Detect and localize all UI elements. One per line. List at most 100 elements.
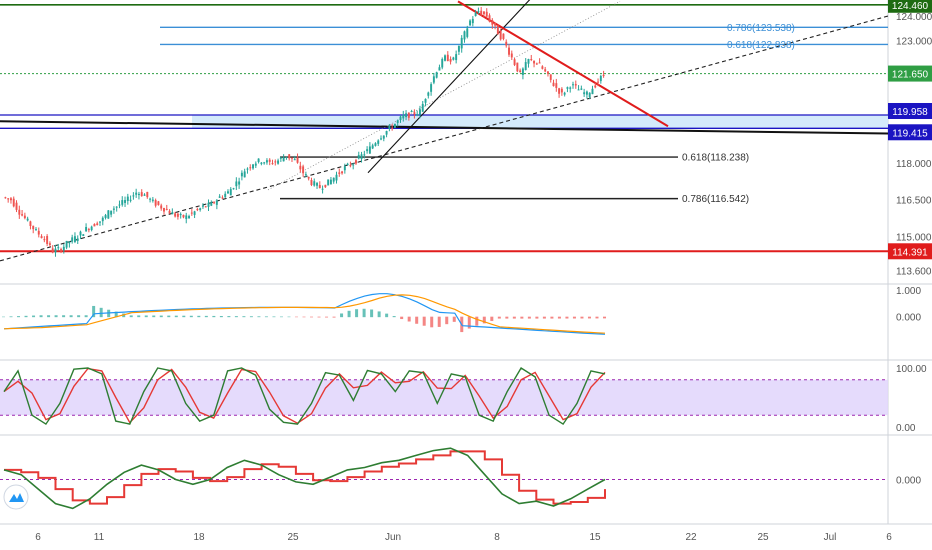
candle-body bbox=[107, 210, 110, 219]
macd-pane[interactable]: 1.000 0.000 bbox=[2, 286, 921, 335]
macd-histogram-bar bbox=[452, 316, 456, 322]
candle bbox=[552, 79, 555, 87]
candle-body bbox=[388, 125, 391, 130]
candle-body bbox=[79, 231, 82, 236]
candle-body bbox=[93, 223, 96, 227]
candle-body bbox=[352, 164, 355, 166]
macd-histogram-bar bbox=[595, 316, 599, 319]
candle bbox=[221, 195, 224, 200]
candle-body bbox=[316, 183, 318, 186]
candle-body bbox=[29, 221, 32, 226]
osc-signal-line bbox=[4, 450, 606, 505]
candle bbox=[115, 206, 118, 212]
candle bbox=[519, 68, 522, 73]
candle bbox=[207, 199, 210, 212]
candle-body bbox=[446, 54, 449, 62]
time-axis[interactable]: 6 11 18 25 Jun 8 15 22 25 Jul 6 bbox=[35, 532, 892, 543]
macd-histogram-bar bbox=[580, 316, 584, 319]
candle-body bbox=[271, 163, 274, 165]
candle-body bbox=[302, 166, 305, 174]
time-tick-label: 15 bbox=[589, 532, 601, 543]
candle bbox=[282, 154, 285, 162]
candle-body bbox=[449, 58, 452, 62]
candle bbox=[73, 232, 76, 244]
candle-body bbox=[380, 138, 382, 140]
candle bbox=[90, 225, 93, 232]
candle bbox=[185, 212, 188, 224]
candle bbox=[249, 164, 252, 171]
stoch-tick-label: 0.00 bbox=[896, 423, 916, 434]
candle-body bbox=[118, 204, 121, 206]
candle-body bbox=[343, 166, 346, 171]
candle-body bbox=[588, 92, 591, 98]
candle bbox=[410, 109, 413, 113]
stochastic-pane[interactable]: 100.00 0.00 bbox=[0, 364, 927, 434]
oscillator-pane[interactable]: 0.000 bbox=[0, 447, 921, 510]
candle bbox=[424, 98, 427, 107]
macd-histogram-bar bbox=[317, 316, 321, 318]
macd-histogram-bar bbox=[520, 316, 524, 319]
candle bbox=[357, 151, 360, 160]
candle-body bbox=[12, 198, 15, 207]
candle bbox=[71, 234, 74, 244]
macd-histogram-bar bbox=[24, 315, 28, 318]
candle-body bbox=[268, 159, 271, 162]
macd-histogram-bar bbox=[475, 316, 479, 326]
time-tick-label: Jun bbox=[385, 532, 401, 543]
candle-body bbox=[199, 208, 202, 210]
candle bbox=[23, 212, 26, 220]
candle bbox=[229, 187, 232, 196]
candle-body bbox=[477, 11, 480, 13]
candle bbox=[179, 212, 182, 219]
candle-body bbox=[349, 165, 352, 167]
candle-body bbox=[160, 205, 163, 209]
candle bbox=[396, 119, 399, 127]
macd-histogram-bar bbox=[227, 316, 231, 318]
candle-body bbox=[566, 87, 569, 89]
candle bbox=[391, 123, 394, 131]
candle bbox=[168, 209, 171, 214]
candle bbox=[112, 206, 115, 214]
candle bbox=[21, 210, 24, 217]
candle-body bbox=[143, 194, 146, 196]
price-label-text: 121.650 bbox=[892, 70, 929, 81]
candle-body bbox=[410, 111, 413, 113]
candle bbox=[274, 159, 277, 166]
candle-body bbox=[112, 208, 115, 210]
candle-body bbox=[597, 81, 600, 83]
candle-body bbox=[508, 47, 510, 55]
candle bbox=[385, 130, 388, 138]
price-tick-label: 124.000 bbox=[896, 12, 932, 23]
macd-histogram-bar bbox=[310, 316, 314, 318]
candle-body bbox=[32, 225, 35, 230]
price-label-box: 121.650 bbox=[888, 65, 932, 82]
candle-body bbox=[57, 247, 60, 249]
candle bbox=[4, 196, 7, 199]
candle bbox=[224, 191, 227, 199]
candle bbox=[35, 227, 37, 231]
candle-body bbox=[62, 246, 65, 251]
candle bbox=[48, 241, 51, 247]
candle bbox=[588, 92, 591, 100]
candle bbox=[393, 123, 396, 129]
candle bbox=[165, 204, 168, 211]
candle-body bbox=[324, 184, 327, 188]
candle-body bbox=[90, 226, 93, 231]
candle-body bbox=[405, 113, 408, 118]
macd-histogram-bar bbox=[535, 316, 539, 319]
price-label-bg bbox=[888, 0, 932, 13]
candle-body bbox=[521, 68, 524, 75]
macd-histogram-bar bbox=[512, 316, 516, 319]
candle-body bbox=[215, 200, 218, 205]
candle bbox=[438, 64, 441, 71]
candle bbox=[380, 135, 382, 141]
candle-body bbox=[555, 83, 558, 88]
candle-body bbox=[530, 59, 533, 61]
candle bbox=[355, 158, 357, 165]
macd-histogram-bar bbox=[182, 315, 186, 318]
candle bbox=[402, 110, 405, 122]
candle bbox=[505, 39, 508, 48]
candle bbox=[418, 105, 421, 119]
candle-body bbox=[201, 205, 204, 207]
